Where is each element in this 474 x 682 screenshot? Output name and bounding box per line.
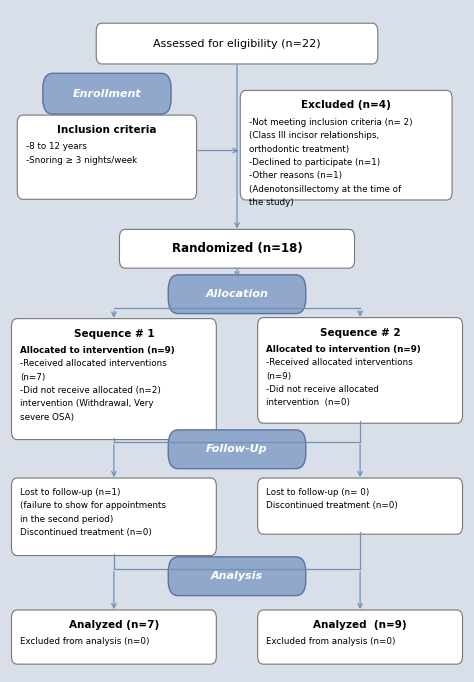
FancyBboxPatch shape — [96, 23, 378, 64]
Text: Analyzed (n=7): Analyzed (n=7) — [69, 620, 159, 630]
Text: Allocated to intervention (n=9): Allocated to intervention (n=9) — [20, 346, 174, 355]
Text: (Class III incisor relationships,: (Class III incisor relationships, — [248, 131, 379, 140]
Text: Lost to follow-up (n=1): Lost to follow-up (n=1) — [20, 488, 120, 497]
Text: -Snoring ≥ 3 nights/week: -Snoring ≥ 3 nights/week — [26, 156, 137, 165]
Text: Allocated to intervention (n=9): Allocated to intervention (n=9) — [266, 345, 421, 354]
FancyBboxPatch shape — [258, 478, 463, 534]
FancyBboxPatch shape — [168, 275, 306, 314]
Text: -Received allocated interventions: -Received allocated interventions — [20, 359, 166, 368]
Text: Randomized (n=18): Randomized (n=18) — [172, 242, 302, 255]
FancyBboxPatch shape — [258, 318, 463, 424]
FancyBboxPatch shape — [11, 478, 216, 556]
FancyBboxPatch shape — [240, 91, 452, 200]
Text: (n=9): (n=9) — [266, 372, 292, 381]
FancyBboxPatch shape — [168, 430, 306, 469]
FancyBboxPatch shape — [43, 74, 171, 114]
FancyBboxPatch shape — [258, 610, 463, 664]
Text: -8 to 12 years: -8 to 12 years — [26, 143, 87, 151]
FancyBboxPatch shape — [11, 318, 216, 440]
Text: orthodontic treatment): orthodontic treatment) — [248, 145, 349, 153]
Text: Discontinued treatment (n=0): Discontinued treatment (n=0) — [266, 501, 398, 510]
Text: in the second period): in the second period) — [20, 515, 113, 524]
Text: Follow-Up: Follow-Up — [206, 444, 268, 454]
Text: -Received allocated interventions: -Received allocated interventions — [266, 358, 413, 368]
Text: -Did not receive allocated: -Did not receive allocated — [266, 385, 379, 394]
FancyBboxPatch shape — [17, 115, 197, 199]
Text: Assessed for eligibility (n=22): Assessed for eligibility (n=22) — [153, 39, 321, 48]
Text: Inclusion criteria: Inclusion criteria — [57, 125, 157, 135]
FancyBboxPatch shape — [11, 610, 216, 664]
Text: (Adenotonsillectomy at the time of: (Adenotonsillectomy at the time of — [248, 185, 401, 194]
Text: Analysis: Analysis — [211, 572, 263, 581]
Text: Allocation: Allocation — [206, 289, 268, 299]
FancyBboxPatch shape — [168, 557, 306, 595]
Text: Enrollment: Enrollment — [73, 89, 141, 99]
Text: Discontinued treatment (n=0): Discontinued treatment (n=0) — [20, 528, 152, 537]
Text: Excluded from analysis (n=0): Excluded from analysis (n=0) — [266, 638, 395, 647]
Text: -Other reasons (n=1): -Other reasons (n=1) — [248, 171, 342, 180]
Text: intervention  (n=0): intervention (n=0) — [266, 398, 350, 407]
Text: Sequence # 2: Sequence # 2 — [320, 327, 401, 338]
Text: intervention (Withdrawal, Very: intervention (Withdrawal, Very — [20, 400, 153, 409]
Text: Excluded (n=4): Excluded (n=4) — [301, 100, 391, 110]
Text: -Not meeting inclusion criteria (n= 2): -Not meeting inclusion criteria (n= 2) — [248, 118, 412, 127]
Text: Analyzed  (n=9): Analyzed (n=9) — [313, 620, 407, 630]
Text: Lost to follow-up (n= 0): Lost to follow-up (n= 0) — [266, 488, 369, 497]
Text: -Did not receive allocated (n=2): -Did not receive allocated (n=2) — [20, 386, 161, 395]
FancyBboxPatch shape — [119, 229, 355, 268]
Text: (failure to show for appointments: (failure to show for appointments — [20, 501, 166, 510]
Text: Sequence # 1: Sequence # 1 — [73, 329, 154, 339]
Text: Excluded from analysis (n=0): Excluded from analysis (n=0) — [20, 638, 149, 647]
Text: -Declined to participate (n=1): -Declined to participate (n=1) — [248, 158, 380, 167]
Text: (n=7): (n=7) — [20, 373, 45, 382]
Text: severe OSA): severe OSA) — [20, 413, 74, 422]
Text: the study): the study) — [248, 198, 293, 207]
